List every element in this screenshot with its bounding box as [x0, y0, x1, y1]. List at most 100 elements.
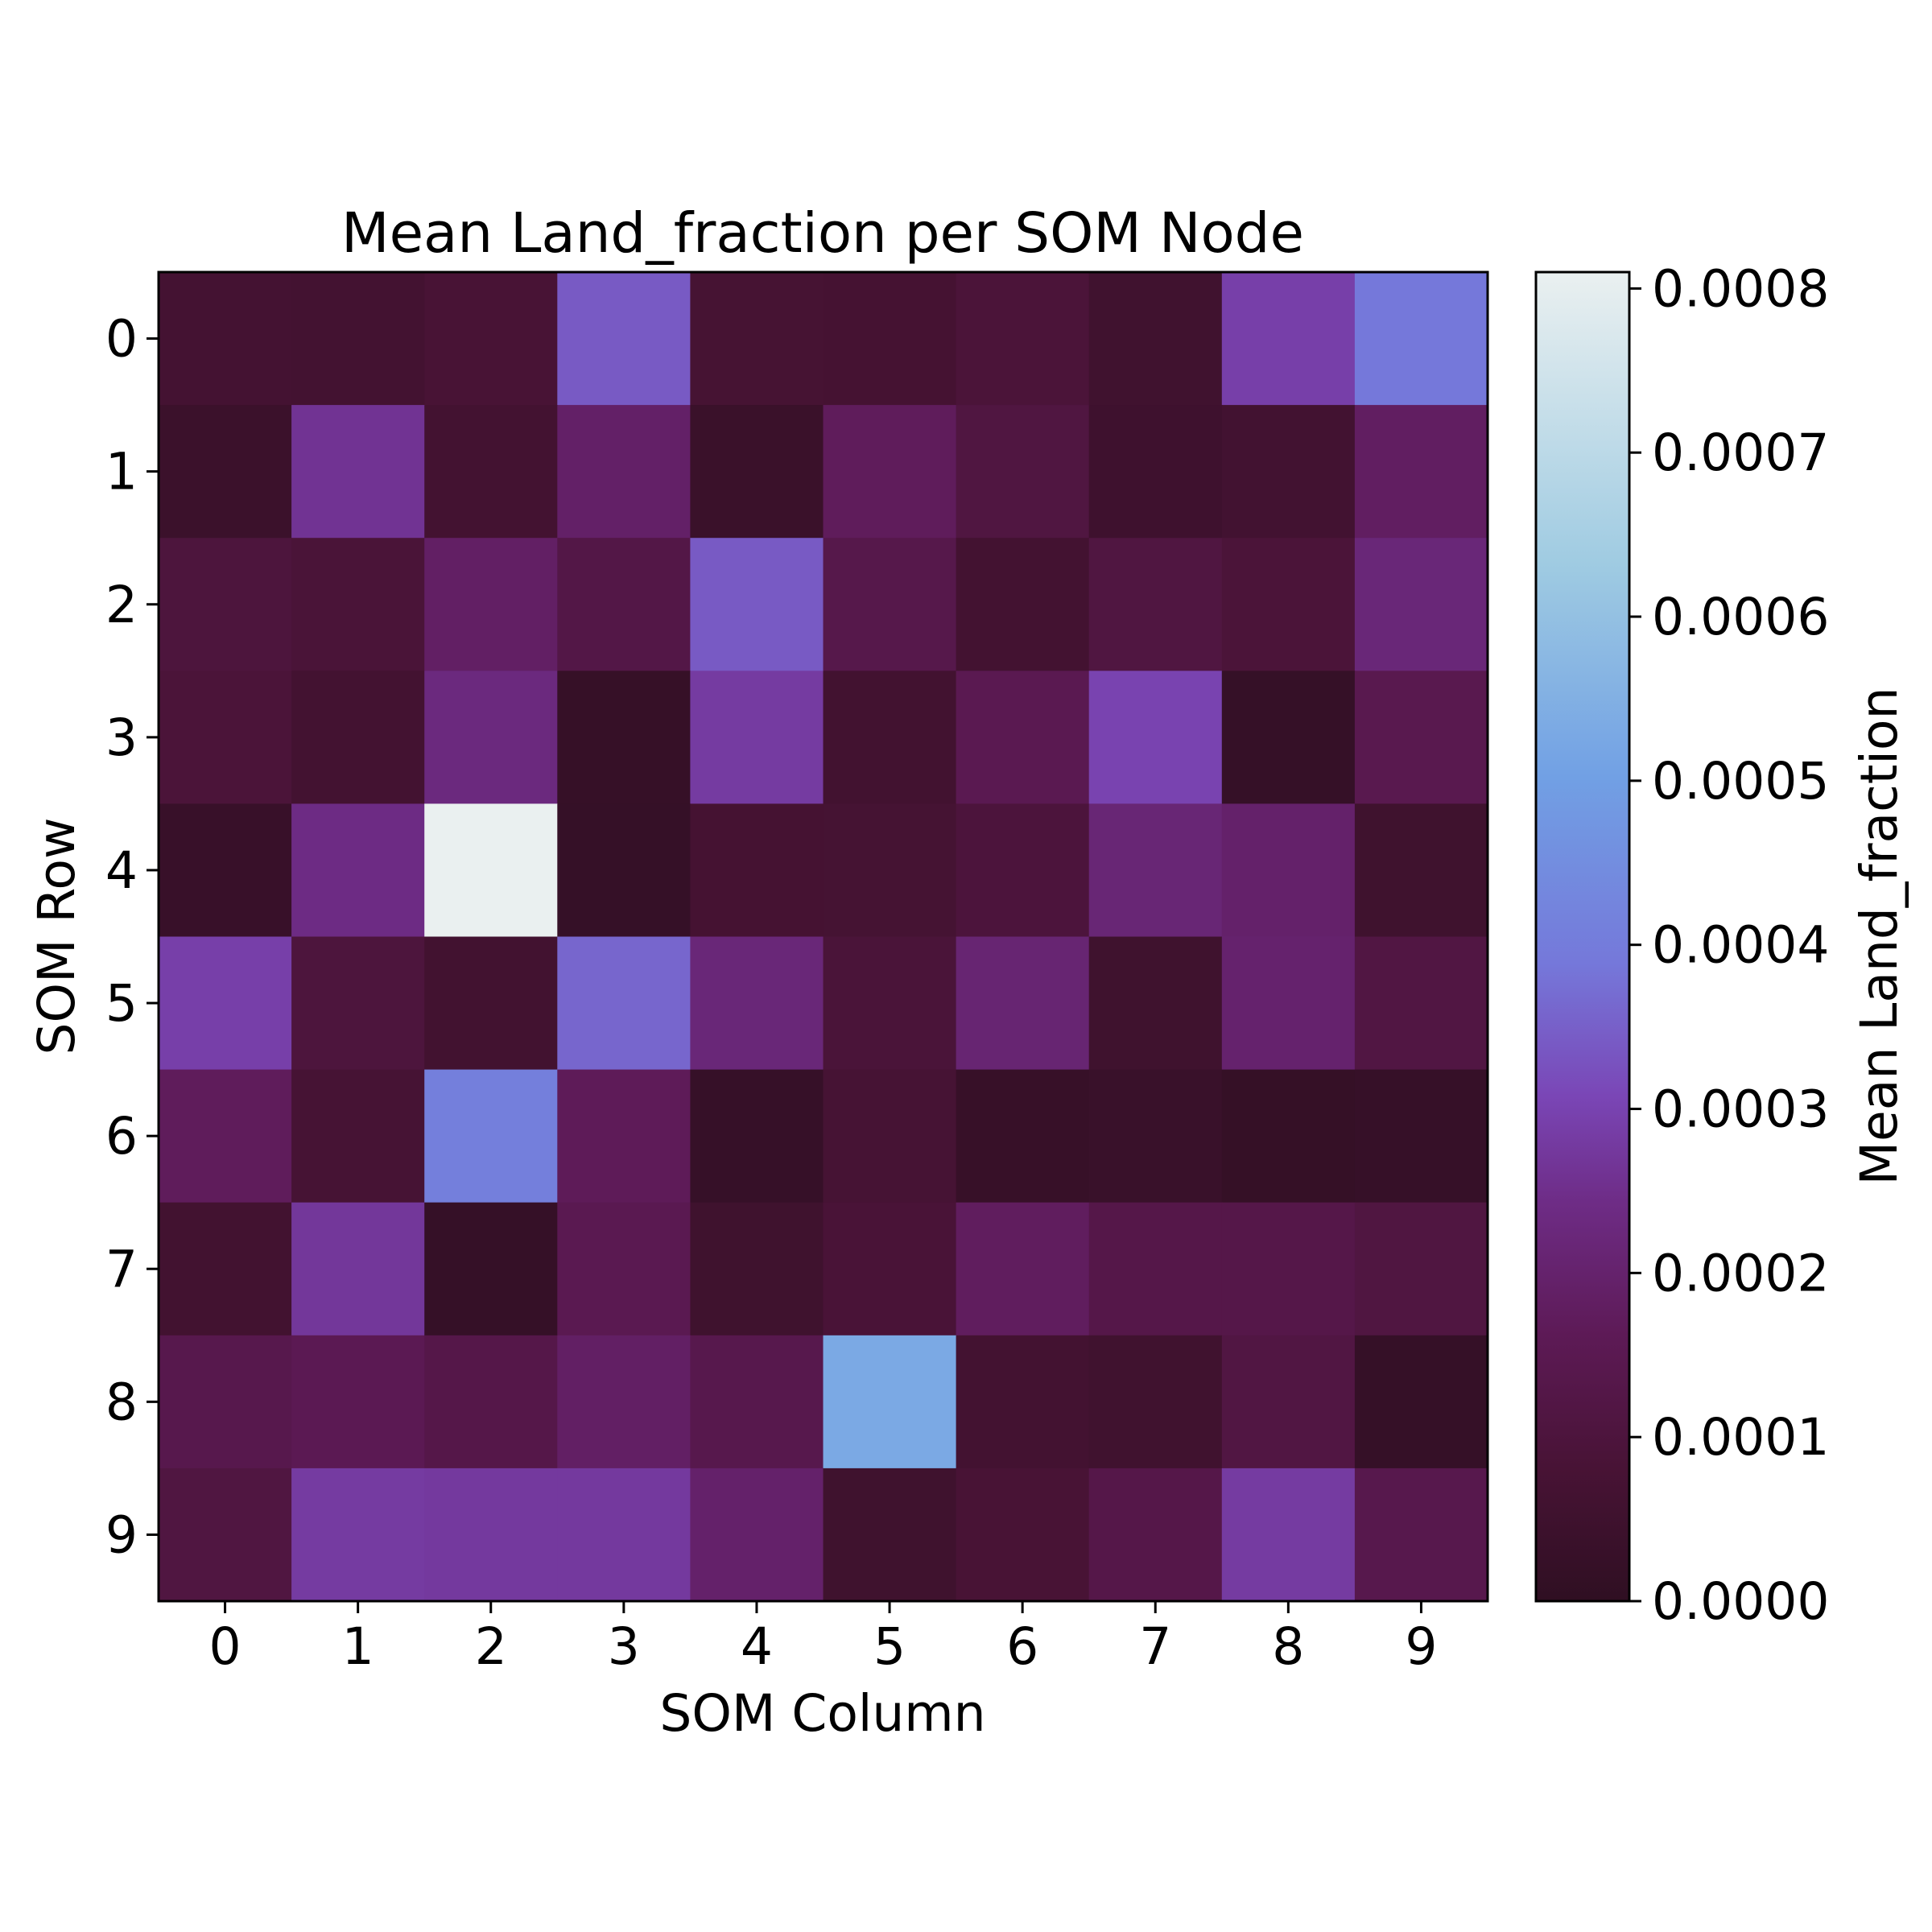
- heatmap-cell-r0-c0: [159, 272, 292, 406]
- colorbar-tick-label: 0.0001: [1652, 1408, 1829, 1467]
- heatmap-cell-r1-c0: [159, 405, 292, 539]
- colorbar-tick-label: 0.0003: [1652, 1080, 1829, 1139]
- heatmap-cell-r1-c6: [956, 405, 1090, 539]
- heatmap-cell-r4-c9: [1354, 803, 1488, 938]
- heatmap-cell-r3-c1: [291, 671, 425, 804]
- y-axis-label: SOM Row: [27, 818, 86, 1055]
- heatmap-cell-r5-c1: [291, 936, 425, 1071]
- heatmap-cell-r1-c8: [1221, 405, 1356, 539]
- x-tick-label: 4: [741, 1617, 773, 1676]
- colorbar: [1536, 272, 1629, 1601]
- heatmap-cell-r3-c4: [690, 671, 824, 804]
- y-tick-label: 4: [105, 841, 138, 900]
- y-tick-label: 1: [105, 443, 138, 502]
- colorbar-tick-label: 0.0008: [1652, 259, 1829, 318]
- x-tick-label: 8: [1272, 1617, 1304, 1676]
- heatmap-cell-r8-c5: [823, 1335, 957, 1469]
- heatmap-cell-r5-c5: [823, 936, 957, 1071]
- heatmap-cell-r6-c9: [1354, 1069, 1488, 1203]
- heatmap-cell-r2-c0: [159, 538, 292, 671]
- x-tick-label: 3: [608, 1617, 640, 1676]
- x-tick-label: 5: [873, 1617, 906, 1676]
- y-tick-label: 3: [105, 708, 138, 767]
- y-tick-label: 2: [105, 576, 138, 634]
- heatmap-cell-r4-c7: [1088, 803, 1223, 938]
- heatmap-cell-r5-c7: [1088, 936, 1223, 1071]
- heatmap-cell-r0-c7: [1088, 272, 1223, 406]
- heatmap-cell-r1-c2: [424, 405, 558, 539]
- heatmap-cell-r1-c3: [557, 405, 691, 539]
- heatmap-cell-r8-c1: [291, 1335, 425, 1469]
- colorbar-tick-label: 0.0002: [1652, 1244, 1829, 1302]
- heatmap-cell-r1-c1: [291, 405, 425, 539]
- heatmap-cell-r0-c6: [956, 272, 1090, 406]
- heatmap-cell-r9-c5: [823, 1468, 957, 1602]
- x-tick-label: 7: [1139, 1617, 1171, 1676]
- heatmap-cell-r6-c6: [956, 1069, 1090, 1203]
- colorbar-label: Mean Land_fraction: [1850, 687, 1909, 1186]
- colorbar-tick-label: 0.0006: [1652, 588, 1829, 646]
- heatmap-cell-r1-c7: [1088, 405, 1223, 539]
- heatmap-cell-r3-c0: [159, 671, 292, 804]
- y-tick-label: 9: [105, 1505, 138, 1564]
- heatmap-cell-r8-c6: [956, 1335, 1090, 1469]
- heatmap-cell-r8-c3: [557, 1335, 691, 1469]
- heatmap-cell-r0-c4: [690, 272, 824, 406]
- heatmap-cell-r0-c9: [1354, 272, 1488, 406]
- heatmap-cell-r2-c9: [1354, 538, 1488, 671]
- heatmap-cell-r2-c8: [1221, 538, 1356, 671]
- heatmap-cell-r9-c1: [291, 1468, 425, 1602]
- heatmap-cell-r3-c2: [424, 671, 558, 804]
- heatmap-cell-r9-c9: [1354, 1468, 1488, 1602]
- colorbar-tick-label: 0.0007: [1652, 423, 1829, 482]
- heatmap-cell-r0-c3: [557, 272, 691, 406]
- plot-frame: [157, 270, 1489, 1603]
- heatmap-cell-r8-c7: [1088, 1335, 1223, 1469]
- heatmap-cell-r4-c5: [823, 803, 957, 938]
- heatmap-cell-r2-c1: [291, 538, 425, 671]
- heatmap-cell-r9-c4: [690, 1468, 824, 1602]
- heatmap-cell-r7-c8: [1221, 1202, 1356, 1336]
- y-tick-label: 5: [105, 974, 138, 1033]
- heatmap-cell-r6-c7: [1088, 1069, 1223, 1203]
- colorbar-ticks: 0.0000 0.0001 0.0002 0.0003 0.0004 0.0005 0.00…: [1629, 259, 1829, 1631]
- heatmap-cell-r3-c7: [1088, 671, 1223, 804]
- heatmap-cell-r7-c2: [424, 1202, 558, 1336]
- heatmap-cell-r8-c0: [159, 1335, 292, 1469]
- heatmap-cell-r4-c0: [159, 803, 292, 938]
- heatmap-cell-r9-c2: [424, 1468, 558, 1602]
- heatmap-cell-r8-c9: [1354, 1335, 1488, 1469]
- heatmap-cell-r5-c8: [1221, 936, 1356, 1071]
- heatmap-cell-r2-c4: [690, 538, 824, 671]
- heatmap-cell-r0-c2: [424, 272, 558, 406]
- heatmap-cell-r4-c6: [956, 803, 1090, 938]
- heatmap-cell-r8-c4: [690, 1335, 824, 1469]
- x-axis-ticks: 0 1 2 3 4 5 6 7 8 9: [209, 1601, 1437, 1676]
- heatmap-cell-r9-c8: [1221, 1468, 1356, 1602]
- heatmap-cell-r5-c9: [1354, 936, 1488, 1071]
- heatmap-cell-r3-c6: [956, 671, 1090, 804]
- heatmap-cell-r2-c7: [1088, 538, 1223, 671]
- x-tick-label: 6: [1006, 1617, 1038, 1676]
- heatmap-cell-r7-c0: [159, 1202, 292, 1336]
- x-tick-label: 2: [475, 1617, 507, 1676]
- heatmap-cell-r6-c4: [690, 1069, 824, 1203]
- heatmap-cell-r2-c6: [956, 538, 1090, 671]
- heatmap-cell-r5-c4: [690, 936, 824, 1071]
- colorbar-frame: [1534, 270, 1631, 1603]
- heatmap-cell-r4-c4: [690, 803, 824, 938]
- heatmap-cell-r5-c0: [159, 936, 292, 1071]
- y-tick-label: 8: [105, 1373, 138, 1431]
- heatmap-cell-r7-c4: [690, 1202, 824, 1336]
- x-tick-label: 1: [342, 1617, 374, 1676]
- heatmap-cell-r5-c2: [424, 936, 558, 1071]
- heatmap-cell-r4-c1: [291, 803, 425, 938]
- heatmap-cell-r5-c6: [956, 936, 1090, 1071]
- heatmap-cell-r6-c8: [1221, 1069, 1356, 1203]
- y-axis-ticks: 0 1 2 3 4 5 6 7 8 9: [105, 310, 159, 1564]
- colorbar-tick-label: 0.0000: [1652, 1572, 1829, 1631]
- heatmap-cell-r2-c3: [557, 538, 691, 671]
- heatmap-cell-r7-c3: [557, 1202, 691, 1336]
- heatmap-cell-r3-c9: [1354, 671, 1488, 804]
